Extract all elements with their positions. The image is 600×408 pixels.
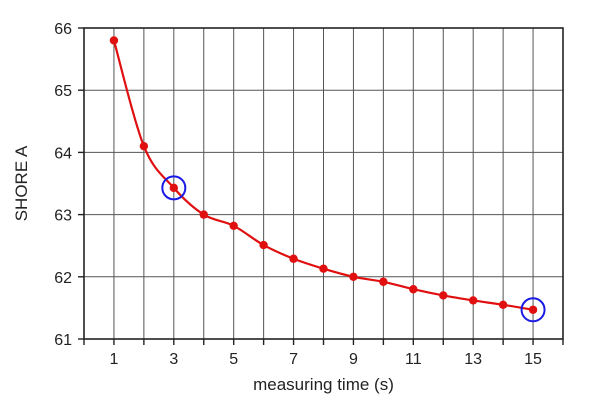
x-tick-label: 3 — [169, 351, 178, 368]
data-point — [109, 36, 119, 45]
y-tick-label: 63 — [54, 208, 72, 225]
highlight-layer — [161, 175, 546, 323]
highlight-circle — [161, 175, 187, 201]
data-point — [349, 272, 358, 281]
data-point — [468, 296, 478, 305]
data-point — [199, 210, 208, 219]
y-tick-label: 61 — [54, 332, 72, 349]
data-point — [289, 254, 298, 263]
y-tick-label: 64 — [54, 145, 72, 162]
x-tick-label: 11 — [405, 351, 422, 368]
data-point — [528, 305, 538, 314]
x-tick-label: 7 — [289, 351, 298, 368]
x-tick-label: 15 — [524, 351, 542, 368]
data-point — [439, 291, 448, 300]
ticks — [78, 27, 564, 345]
x-tick-label: 5 — [229, 351, 238, 368]
data-point — [409, 285, 418, 294]
y-axis-title: SHORE A — [12, 145, 31, 221]
y-tick-label: 66 — [54, 21, 72, 38]
data-point — [229, 221, 238, 230]
data-point — [498, 300, 508, 309]
data-point — [319, 264, 328, 273]
x-tick-label: 13 — [464, 351, 482, 368]
highlight-circle — [520, 297, 546, 323]
x-axis-title: measuring time (s) — [253, 375, 394, 394]
grid — [84, 28, 563, 339]
series-layer — [109, 36, 538, 314]
data-point — [379, 277, 388, 286]
data-point — [139, 141, 149, 151]
y-tick-label: 62 — [54, 270, 72, 287]
data-point — [259, 240, 268, 250]
x-tick-label: 9 — [349, 351, 358, 368]
data-point — [169, 183, 179, 193]
x-tick-label: 1 — [109, 351, 118, 368]
y-tick-label: 65 — [54, 83, 72, 100]
